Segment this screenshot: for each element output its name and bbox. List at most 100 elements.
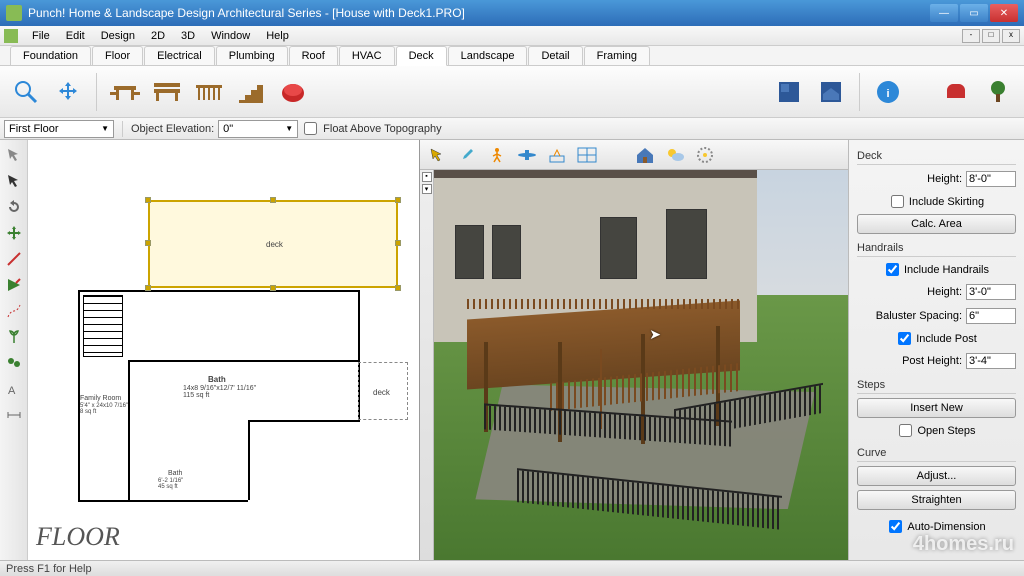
path-tool-icon[interactable] — [3, 300, 25, 322]
plant2-tool-icon[interactable] — [3, 352, 25, 374]
fp-bath-label: Bath — [208, 375, 226, 384]
handrail-height-label: Height: — [927, 286, 962, 298]
menu-file[interactable]: File — [24, 28, 58, 44]
fp-deck2-label: deck — [373, 388, 390, 397]
tab-electrical[interactable]: Electrical — [144, 46, 215, 65]
straighten-button[interactable]: Straighten — [857, 490, 1016, 510]
insert-step-button[interactable]: Insert New — [857, 398, 1016, 418]
tab-detail[interactable]: Detail — [528, 46, 582, 65]
include-post-label: Include Post — [916, 333, 977, 345]
v3side-btn-1[interactable]: ▪ — [422, 172, 432, 182]
calc-area-button[interactable]: Calc. Area — [857, 214, 1016, 234]
skirting-label: Include Skirting — [909, 196, 984, 208]
skirting-checkbox[interactable] — [891, 195, 904, 208]
fp-family-dim: 5'4" x 24x10 7/16" 8 sq ft — [80, 403, 128, 415]
tree-icon[interactable] — [980, 74, 1016, 110]
deck-bench-icon[interactable] — [149, 74, 185, 110]
tab-plumbing[interactable]: Plumbing — [216, 46, 288, 65]
plan-view-2d[interactable]: deck deck Bath 14x8 9/16"x12/7' 11/16" 1… — [28, 140, 420, 560]
cursor-icon: ➤ — [649, 326, 661, 343]
menu-2d[interactable]: 2D — [143, 28, 173, 44]
deck-table-icon[interactable] — [107, 74, 143, 110]
info-icon[interactable]: i — [870, 74, 906, 110]
menu-edit[interactable]: Edit — [58, 28, 93, 44]
deck-height-input[interactable] — [966, 171, 1016, 187]
statusbar: Press F1 for Help — [0, 560, 1024, 576]
menu-help[interactable]: Help — [258, 28, 297, 44]
menu-3d[interactable]: 3D — [173, 28, 203, 44]
close-button[interactable]: ✕ — [990, 4, 1018, 22]
float-topography-checkbox[interactable] — [304, 122, 317, 135]
open-steps-label: Open Steps — [917, 425, 975, 437]
furniture-icon[interactable] — [938, 74, 974, 110]
baluster-spacing-input[interactable] — [966, 308, 1016, 324]
deck-cap-icon[interactable] — [275, 74, 311, 110]
handrail-height-input[interactable] — [966, 284, 1016, 300]
auto-dimension-checkbox[interactable] — [889, 520, 902, 533]
statusbar-text: Press F1 for Help — [6, 563, 92, 575]
include-post-checkbox[interactable] — [898, 332, 911, 345]
deck-stairs-icon[interactable] — [233, 74, 269, 110]
select-tool-icon[interactable] — [3, 144, 25, 166]
tab-hvac[interactable]: HVAC — [339, 46, 395, 65]
include-handrails-checkbox[interactable] — [886, 263, 899, 276]
float-topography-label: Float Above Topography — [323, 123, 441, 135]
view-3d-icon[interactable] — [813, 74, 849, 110]
menu-window[interactable]: Window — [203, 28, 258, 44]
open-steps-checkbox[interactable] — [899, 424, 912, 437]
fp-bath-dim: 14x8 9/16"x12/7' 11/16" 115 sq ft — [183, 385, 256, 399]
svg-text:i: i — [886, 88, 889, 100]
view-2d-icon[interactable] — [771, 74, 807, 110]
mdi-close-button[interactable]: x — [1002, 29, 1020, 43]
elevation-label: Object Elevation: — [131, 123, 214, 135]
pan-tool-icon[interactable] — [50, 74, 86, 110]
tab-framing[interactable]: Framing — [584, 46, 650, 65]
tab-foundation[interactable]: Foundation — [10, 46, 91, 65]
text-tool-icon[interactable]: A — [3, 378, 25, 400]
deck-section-header: Deck — [857, 150, 1016, 165]
move-tool-icon[interactable] — [3, 222, 25, 244]
line-tool-icon[interactable] — [3, 248, 25, 270]
v3-elevation-icon[interactable] — [546, 144, 568, 166]
menu-design[interactable]: Design — [93, 28, 143, 44]
svg-text:A: A — [8, 385, 16, 397]
system-icon[interactable] — [4, 29, 18, 43]
view3d-sidebar: ▪ ▾ — [420, 170, 434, 560]
tab-deck[interactable]: Deck — [396, 46, 447, 66]
import-tool-icon[interactable] — [3, 274, 25, 296]
maximize-button[interactable]: ▭ — [960, 4, 988, 22]
v3-fly-icon[interactable] — [516, 144, 538, 166]
plant-tool-icon[interactable] — [3, 326, 25, 348]
rotate-tool-icon[interactable] — [3, 196, 25, 218]
post-height-label: Post Height: — [902, 355, 962, 367]
v3-house-icon[interactable] — [634, 144, 656, 166]
floor-selector[interactable]: First Floor▼ — [4, 120, 114, 138]
include-handrails-label: Include Handrails — [904, 264, 989, 276]
deck-railing-icon[interactable] — [191, 74, 227, 110]
v3-weather-icon[interactable] — [664, 144, 686, 166]
tab-floor[interactable]: Floor — [92, 46, 143, 65]
elevation-input[interactable]: 0"▼ — [218, 120, 298, 138]
fp-deck1-label: deck — [266, 240, 283, 249]
context-toolbar: First Floor▼ Object Elevation: 0"▼ Float… — [0, 118, 1024, 140]
v3-walk-icon[interactable] — [486, 144, 508, 166]
minimize-button[interactable]: — — [930, 4, 958, 22]
curve-section-header: Curve — [857, 447, 1016, 462]
mdi-restore-button[interactable]: □ — [982, 29, 1000, 43]
v3-select-icon[interactable] — [426, 144, 448, 166]
v3-settings-icon[interactable] — [694, 144, 716, 166]
adjust-curve-button[interactable]: Adjust... — [857, 466, 1016, 486]
render-view-3d[interactable]: ➤ — [434, 170, 848, 560]
v3side-btn-2[interactable]: ▾ — [422, 184, 432, 194]
fp-bath2-dim: 6'-2 1/16" 45 sq ft — [158, 478, 183, 490]
dark-select-tool-icon[interactable] — [3, 170, 25, 192]
v3-floorplan-icon[interactable] — [576, 144, 598, 166]
tab-landscape[interactable]: Landscape — [448, 46, 528, 65]
mdi-minimize-button[interactable]: - — [962, 29, 980, 43]
left-tool-strip: A — [0, 140, 28, 560]
zoom-tool-icon[interactable] — [8, 74, 44, 110]
dimension-tool-icon[interactable] — [3, 404, 25, 426]
post-height-input[interactable] — [966, 353, 1016, 369]
tab-roof[interactable]: Roof — [289, 46, 338, 65]
v3-dropper-icon[interactable] — [456, 144, 478, 166]
